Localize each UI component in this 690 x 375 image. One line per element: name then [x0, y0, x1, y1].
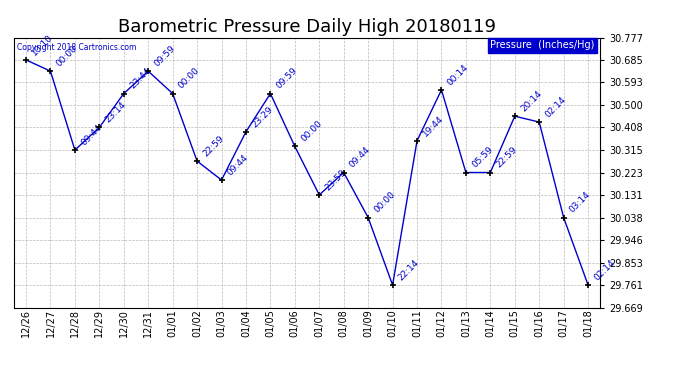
- Text: 00:00: 00:00: [373, 190, 397, 215]
- Text: 00:00: 00:00: [177, 66, 201, 91]
- Text: 02:14: 02:14: [543, 95, 568, 119]
- Text: Copyright 2018 Cartronics.com: Copyright 2018 Cartronics.com: [17, 43, 136, 52]
- Text: 03:14: 03:14: [568, 190, 593, 215]
- Text: 10:10: 10:10: [30, 33, 55, 57]
- Text: 02:14: 02:14: [592, 258, 617, 282]
- Text: Pressure  (Inches/Hg): Pressure (Inches/Hg): [490, 40, 594, 50]
- Text: 23:44: 23:44: [128, 66, 152, 91]
- Text: 23:59: 23:59: [324, 168, 348, 192]
- Text: 23:14: 23:14: [104, 100, 128, 124]
- Text: 22:59: 22:59: [495, 145, 519, 170]
- Text: 09:44: 09:44: [79, 123, 104, 147]
- Text: 23:29: 23:29: [250, 105, 275, 129]
- Title: Barometric Pressure Daily High 20180119: Barometric Pressure Daily High 20180119: [118, 18, 496, 36]
- Text: 19:44: 19:44: [421, 114, 446, 138]
- Text: 00:00: 00:00: [299, 119, 324, 144]
- Text: 20:14: 20:14: [519, 89, 544, 113]
- Text: 09:44: 09:44: [348, 145, 373, 170]
- Text: 00:00: 00:00: [55, 44, 79, 68]
- Text: 09:59: 09:59: [275, 66, 299, 91]
- Text: 09:59: 09:59: [152, 44, 177, 68]
- Text: 09:44: 09:44: [226, 153, 250, 177]
- Text: 05:59: 05:59: [470, 145, 495, 170]
- Text: 00:14: 00:14: [446, 63, 470, 87]
- Text: 22:14: 22:14: [397, 258, 421, 282]
- Text: 22:59: 22:59: [201, 134, 226, 158]
